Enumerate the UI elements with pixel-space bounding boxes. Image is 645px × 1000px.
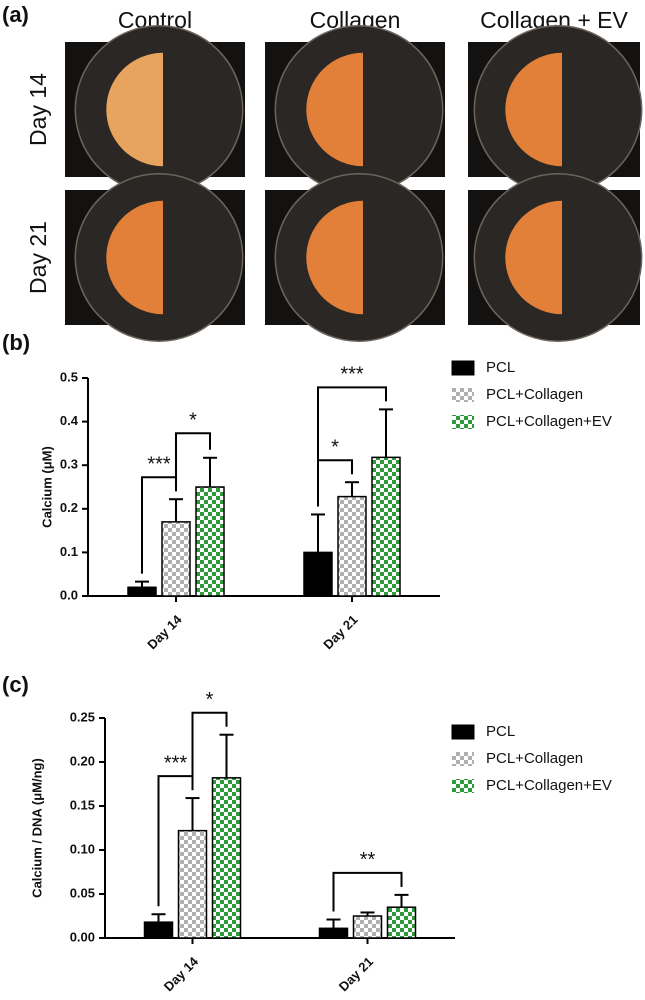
bar <box>352 915 383 939</box>
significance-label: * <box>206 689 214 711</box>
significance-label: *** <box>164 752 188 774</box>
y-axis-label: Calcium (μM) <box>39 446 54 528</box>
scaffold <box>505 200 562 315</box>
legend-swatch <box>452 415 474 429</box>
bar <box>161 521 191 597</box>
row-label: Day 21 <box>25 221 51 294</box>
significance-label: *** <box>340 364 364 386</box>
bar <box>371 456 401 597</box>
y-tick-label: 0.25 <box>70 709 95 724</box>
legend-label: PCL+Collagen <box>486 386 583 403</box>
y-tick-label: 0.10 <box>70 841 95 856</box>
panel-label: (b) <box>2 330 30 355</box>
scaffold <box>306 200 363 315</box>
legend-label: PCL+Collagen+EV <box>486 413 612 430</box>
row-label: Day 14 <box>25 73 51 146</box>
legend-swatch <box>452 388 474 402</box>
y-tick-label: 0.0 <box>60 587 78 602</box>
legend-swatch <box>452 752 474 766</box>
x-tick-label: Day 14 <box>144 611 185 652</box>
bar <box>337 495 367 597</box>
significance-label: * <box>331 436 339 458</box>
y-tick-label: 0.00 <box>70 929 95 944</box>
bar <box>177 829 208 939</box>
x-tick-label: Day 21 <box>320 612 360 652</box>
scaffold <box>106 200 163 315</box>
y-tick-label: 0.15 <box>70 797 95 812</box>
panel-label: (a) <box>2 2 29 27</box>
legend-label: PCL <box>486 723 515 740</box>
y-tick-label: 0.20 <box>70 753 95 768</box>
panel-label: (c) <box>2 672 29 697</box>
significance-label: * <box>189 409 197 431</box>
bar <box>303 551 333 597</box>
legend-label: PCL <box>486 359 515 376</box>
x-tick-label: Day 14 <box>161 953 202 994</box>
bar <box>386 906 417 939</box>
legend-swatch <box>451 724 475 740</box>
y-tick-label: 0.5 <box>60 369 78 384</box>
significance-bracket <box>332 871 403 912</box>
scaffold <box>106 52 163 167</box>
legend-swatch <box>451 360 475 376</box>
y-tick-label: 0.4 <box>60 413 79 428</box>
bar <box>318 927 349 939</box>
y-tick-label: 0.05 <box>70 885 95 900</box>
significance-bracket <box>175 432 211 492</box>
y-tick-label: 0.1 <box>60 544 78 559</box>
bar <box>211 777 242 939</box>
significance-label: *** <box>147 453 171 475</box>
bar <box>127 586 157 597</box>
legend-swatch <box>452 779 474 793</box>
bar <box>195 486 225 597</box>
legend-label: PCL+Collagen+EV <box>486 777 612 794</box>
significance-bracket <box>191 711 228 791</box>
y-tick-label: 0.3 <box>60 457 78 472</box>
significance-bracket <box>317 386 387 507</box>
y-tick-label: 0.2 <box>60 500 78 515</box>
scaffold <box>306 52 363 167</box>
scaffold <box>505 52 562 167</box>
y-axis-label: Calcium / DNA (μM/ng) <box>29 758 44 898</box>
bar <box>143 921 174 939</box>
x-tick-label: Day 21 <box>336 954 376 994</box>
significance-label: ** <box>360 849 376 871</box>
legend-label: PCL+Collagen <box>486 750 583 767</box>
